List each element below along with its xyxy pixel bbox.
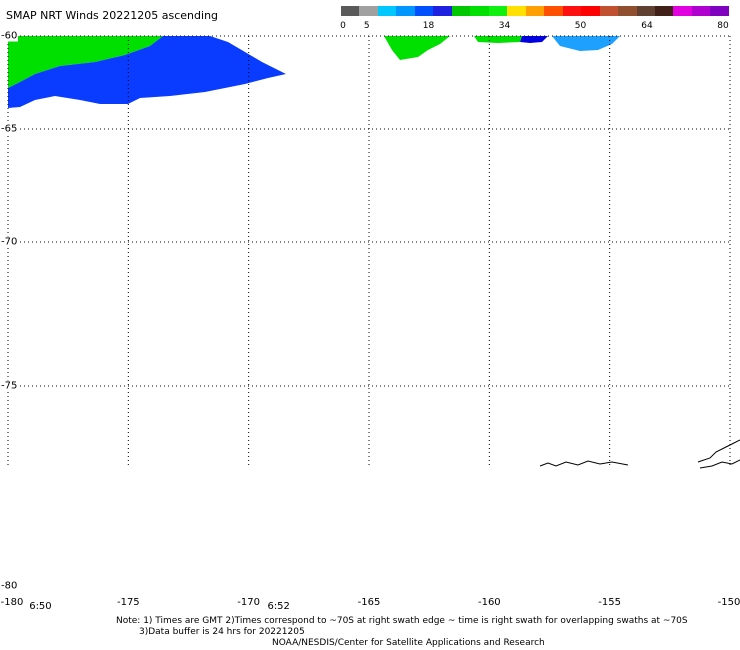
wind-swaths bbox=[8, 36, 620, 108]
colorbar-segment bbox=[562, 6, 582, 16]
wind-speed-colorbar bbox=[341, 6, 729, 16]
colorbar-label: 50 bbox=[574, 21, 587, 31]
colorbar-segment bbox=[673, 6, 692, 16]
wind-swath-deepblue-east bbox=[520, 36, 548, 43]
colorbar-label: 5 bbox=[363, 21, 370, 31]
colorbar-segment bbox=[488, 6, 508, 16]
colorbar-segment bbox=[710, 6, 729, 16]
colorbar-segment bbox=[691, 6, 711, 16]
antarctic-coastline bbox=[539, 439, 740, 469]
colorbar-segment bbox=[599, 6, 619, 16]
coastline-segment bbox=[697, 439, 740, 463]
latitude-label: -65 bbox=[1, 123, 19, 135]
coastline-segment bbox=[699, 459, 740, 469]
wind-swath-lightblue-east bbox=[552, 36, 620, 51]
colorbar-label: 18 bbox=[422, 21, 435, 31]
map-title: SMAP NRT Winds 20221205 ascending bbox=[6, 9, 219, 22]
colorbar-segment bbox=[451, 6, 471, 16]
longitude-label: -170 bbox=[237, 597, 261, 608]
colorbar-segment bbox=[341, 6, 360, 16]
latitude-label: -60 bbox=[1, 30, 19, 42]
colorbar-label: 34 bbox=[498, 21, 511, 31]
wind-swath-green-center bbox=[384, 36, 450, 60]
colorbar-segment bbox=[544, 6, 563, 16]
swath-time-label: 6:50 bbox=[29, 601, 52, 612]
colorbar-label: 80 bbox=[717, 21, 729, 31]
longitude-label: -150 bbox=[717, 597, 740, 608]
longitude-label: -180 bbox=[0, 597, 24, 608]
note-line-1: Note: 1) Times are GMT 2)Times correspon… bbox=[116, 616, 688, 626]
lat-lon-grid bbox=[7, 35, 731, 466]
wind-swath-green-west bbox=[8, 36, 163, 88]
note-line-3: NOAA/NESDIS/Center for Satellite Applica… bbox=[272, 638, 545, 648]
longitude-label: -160 bbox=[477, 597, 501, 608]
colorbar-segment bbox=[433, 6, 452, 16]
colorbar-segment bbox=[377, 6, 397, 16]
colorbar-segment bbox=[618, 6, 637, 16]
latitude-label: -70 bbox=[1, 236, 19, 248]
colorbar-segment bbox=[507, 6, 526, 16]
swath-time-label: 6:52 bbox=[267, 601, 290, 612]
colorbar-segment bbox=[396, 6, 415, 16]
coastline-segment bbox=[539, 460, 629, 467]
wind-swath-blue-west bbox=[8, 36, 286, 108]
colorbar-segment bbox=[470, 6, 489, 16]
longitude-label: -155 bbox=[598, 597, 622, 608]
colorbar-segment bbox=[654, 6, 674, 16]
colorbar-segment bbox=[414, 6, 434, 16]
colorbar-label: 0 bbox=[340, 21, 346, 31]
colorbar-segment bbox=[636, 6, 655, 16]
longitude-label: -175 bbox=[116, 597, 140, 608]
colorbar-segment bbox=[581, 6, 600, 16]
wind-swath-green-east bbox=[474, 36, 522, 43]
latitude-label: -75 bbox=[1, 380, 19, 392]
note-line-2: 3)Data buffer is 24 hrs for 20221205 bbox=[139, 627, 305, 637]
latitude-label: -80 bbox=[1, 580, 19, 592]
colorbar-segment bbox=[525, 6, 545, 16]
colorbar-segment bbox=[359, 6, 378, 16]
colorbar-label: 64 bbox=[641, 21, 653, 31]
longitude-label: -165 bbox=[357, 597, 381, 608]
